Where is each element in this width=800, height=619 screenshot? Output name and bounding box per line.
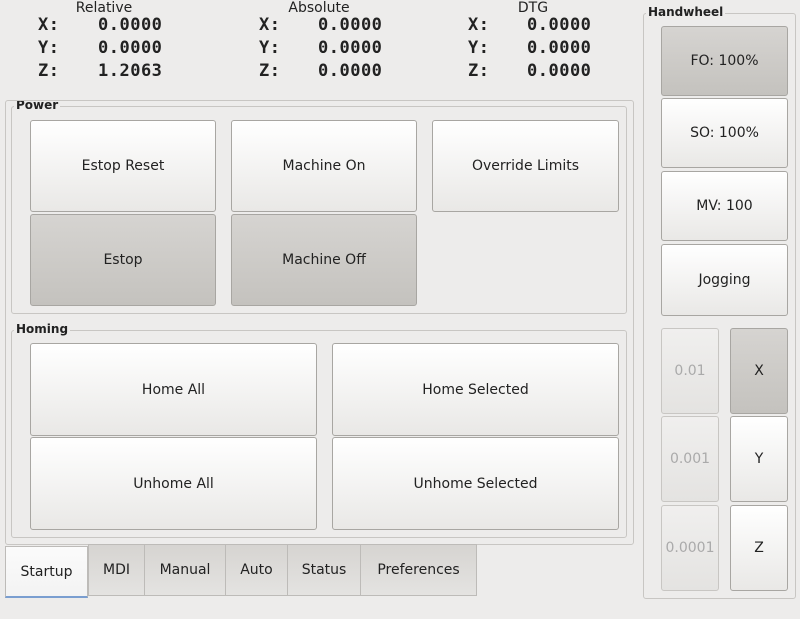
axis-y-button[interactable]: Y xyxy=(730,416,788,502)
unhome-selected-button[interactable]: Unhome Selected xyxy=(332,437,619,530)
increment-0.001-button[interactable]: 0.001 xyxy=(661,416,719,502)
max-velocity-button[interactable]: MV: 100 xyxy=(661,171,788,241)
power-title: Power xyxy=(14,98,61,112)
dro-axis-label: Z: xyxy=(259,61,281,81)
machine-on-button[interactable]: Machine On xyxy=(231,120,417,212)
dro-value: 1.2063 xyxy=(98,61,163,81)
dro-axis-label: Y: xyxy=(468,38,490,58)
dro-axis-label: Z: xyxy=(38,61,60,81)
dro-value: 0.0000 xyxy=(318,61,383,81)
axis-z-button[interactable]: Z xyxy=(730,505,788,591)
estop-button[interactable]: Estop xyxy=(30,214,216,306)
dro-value: 0.0000 xyxy=(527,38,592,58)
dro-axis-label: Z: xyxy=(468,61,490,81)
tab-auto[interactable]: Auto xyxy=(225,544,288,596)
homing-title: Homing xyxy=(14,322,71,336)
dro-value: 0.0000 xyxy=(527,61,592,81)
dro-axis-label: X: xyxy=(38,15,60,35)
dro-value: 0.0000 xyxy=(98,15,163,35)
home-selected-button[interactable]: Home Selected xyxy=(332,343,619,436)
override-limits-button[interactable]: Override Limits xyxy=(432,120,619,212)
tab-manual[interactable]: Manual xyxy=(144,544,226,596)
estop-reset-button[interactable]: Estop Reset xyxy=(30,120,216,212)
dro-axis-label: X: xyxy=(259,15,281,35)
increment-0.0001-button[interactable]: 0.0001 xyxy=(661,505,719,591)
tab-status[interactable]: Status xyxy=(287,544,361,596)
dro-value: 0.0000 xyxy=(98,38,163,58)
tab-preferences[interactable]: Preferences xyxy=(360,544,477,596)
spindle-override-button[interactable]: SO: 100% xyxy=(661,98,788,168)
unhome-all-button[interactable]: Unhome All xyxy=(30,437,317,530)
dro-value: 0.0000 xyxy=(318,38,383,58)
jogging-button[interactable]: Jogging xyxy=(661,244,788,316)
dro-axis-label: X: xyxy=(468,15,490,35)
dro-axis-label: Y: xyxy=(259,38,281,58)
home-all-button[interactable]: Home All xyxy=(30,343,317,436)
tab-startup[interactable]: Startup xyxy=(5,546,88,598)
handwheel-title: Handwheel xyxy=(646,5,726,19)
dro-value: 0.0000 xyxy=(527,15,592,35)
dro-dtg-title: DTG xyxy=(517,0,549,16)
axis-x-button[interactable]: X xyxy=(730,328,788,414)
dro-axis-label: Y: xyxy=(38,38,60,58)
dro-relative-title: Relative xyxy=(75,0,133,16)
tab-mdi[interactable]: MDI xyxy=(88,544,145,596)
dro-value: 0.0000 xyxy=(318,15,383,35)
increment-0.01-button[interactable]: 0.01 xyxy=(661,328,719,414)
feed-override-button[interactable]: FO: 100% xyxy=(661,26,788,96)
machine-off-button[interactable]: Machine Off xyxy=(231,214,417,306)
dro-absolute-title: Absolute xyxy=(288,0,350,16)
